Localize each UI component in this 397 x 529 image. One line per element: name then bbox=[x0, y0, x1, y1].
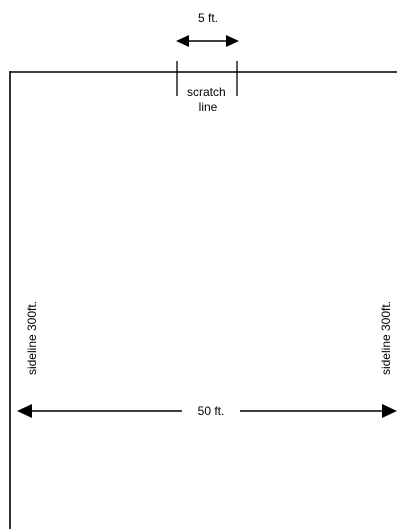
scratch-line-label-line2: line bbox=[199, 100, 218, 114]
scratch-line-label-line1: scratch bbox=[187, 85, 226, 99]
right-sideline-label: sideline 300ft. bbox=[379, 301, 393, 375]
scratch-line-label: scratch line bbox=[187, 85, 229, 114]
left-sideline-label: sideline 300ft. bbox=[25, 301, 39, 375]
field-width-label: 50 ft. bbox=[198, 404, 225, 418]
field-width-arrow bbox=[17, 404, 397, 418]
scratch-width-arrow bbox=[176, 35, 239, 47]
scratch-width-label: 5 ft. bbox=[198, 11, 218, 25]
